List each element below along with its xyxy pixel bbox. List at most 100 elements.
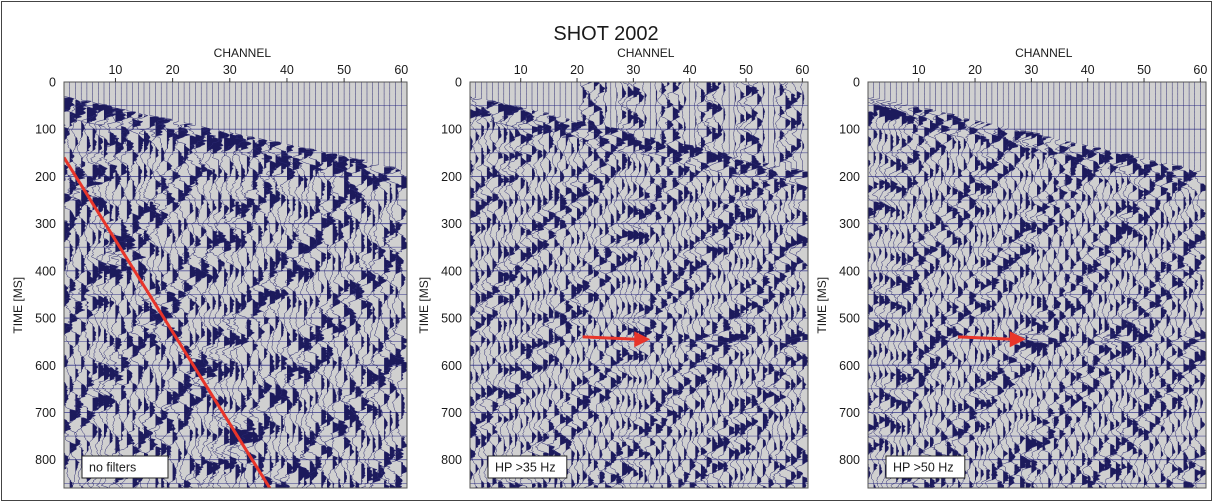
trace-49 xyxy=(329,82,351,488)
y-tick-label: 300 xyxy=(35,217,56,231)
trace-fill xyxy=(252,139,264,484)
trace-fill xyxy=(946,114,957,488)
trace-fill xyxy=(1189,169,1200,488)
x-tick-label: 10 xyxy=(912,63,926,77)
trace-fill xyxy=(684,82,694,486)
filter-label: HP >50 Hz xyxy=(893,461,954,475)
trace-fill xyxy=(1104,150,1114,488)
x-tick-label: 40 xyxy=(1081,63,1095,77)
trace-fill xyxy=(92,103,104,472)
trace-fill xyxy=(401,175,407,477)
y-tick-label: 100 xyxy=(35,123,56,137)
trace-57 xyxy=(371,82,396,488)
y-tick-label: 800 xyxy=(839,453,860,467)
trace-fill xyxy=(161,119,173,488)
trace-37 xyxy=(664,82,684,488)
trace-53 xyxy=(351,82,372,488)
trace-fill xyxy=(774,85,782,472)
trace-fill xyxy=(1070,143,1079,486)
trace-3 xyxy=(66,82,88,488)
trace-44 xyxy=(299,82,319,488)
trace-fill xyxy=(695,90,704,483)
trace-25 xyxy=(992,82,1013,488)
trace-38 xyxy=(265,82,287,488)
trace-fill xyxy=(757,82,767,486)
trace-fill xyxy=(1138,166,1149,484)
trace-7 xyxy=(87,82,108,488)
trace-fill xyxy=(1144,164,1154,488)
trace-45 xyxy=(708,82,733,488)
trace-26 xyxy=(192,82,220,488)
trace-fill xyxy=(678,82,687,488)
trace-48 xyxy=(723,82,748,488)
trace-12 xyxy=(522,82,540,488)
trace-45 xyxy=(1102,82,1126,488)
trace-fill xyxy=(627,84,638,476)
reflector-arrow-shaft xyxy=(582,335,637,341)
trace-fill xyxy=(616,91,626,486)
x-tick-label: 30 xyxy=(223,63,237,77)
trace-13 xyxy=(120,82,147,488)
trace-40 xyxy=(1078,82,1098,488)
trace-fill xyxy=(327,154,338,488)
x-axis-label: CHANNEL xyxy=(214,46,272,60)
trace-47 xyxy=(719,82,741,488)
trace-15 xyxy=(937,82,958,488)
x-tick-label: 60 xyxy=(394,63,408,77)
y-tick-label: 0 xyxy=(49,76,56,90)
trace-15 xyxy=(131,82,153,488)
y-tick-label: 800 xyxy=(35,453,56,467)
trace-28 xyxy=(612,82,632,488)
x-tick-label: 60 xyxy=(795,63,809,77)
trace-55 xyxy=(361,82,383,488)
y-tick-label: 100 xyxy=(441,123,462,137)
trace-41 xyxy=(281,82,304,488)
trace-fill xyxy=(184,124,193,488)
trace-fill xyxy=(884,106,895,480)
trace-11 xyxy=(105,82,135,488)
trace-fill xyxy=(582,86,591,485)
trace-fill xyxy=(751,86,762,477)
trace-41 xyxy=(1084,82,1102,488)
trace-26 xyxy=(1000,82,1019,488)
trace-54 xyxy=(1159,82,1177,488)
trace-12 xyxy=(111,82,137,488)
trace-57 xyxy=(1176,82,1194,488)
trace-18 xyxy=(555,82,576,488)
y-tick-label: 500 xyxy=(35,312,56,326)
y-tick-label: 300 xyxy=(441,217,462,231)
trace-49 xyxy=(1128,82,1149,488)
trace-fill xyxy=(195,134,210,479)
trace-31 xyxy=(1022,82,1050,488)
trace-7 xyxy=(494,82,514,488)
trace-33 xyxy=(1038,82,1058,488)
trace-10 xyxy=(105,82,131,488)
x-tick-label: 20 xyxy=(968,63,982,77)
trace-19 xyxy=(562,82,582,488)
trace-55 xyxy=(1162,82,1183,488)
trace-29 xyxy=(1017,82,1034,488)
trace-fill xyxy=(873,104,883,488)
trace-51 xyxy=(742,82,762,488)
trace-43 xyxy=(698,82,717,488)
trace-fill xyxy=(890,108,901,480)
trace-23 xyxy=(179,82,204,488)
trace-fill xyxy=(1076,154,1085,477)
trace-fill xyxy=(1020,131,1030,488)
trace-33 xyxy=(640,82,659,488)
trace-20 xyxy=(566,82,588,488)
trace-6 xyxy=(489,82,509,488)
trace-28 xyxy=(207,82,230,488)
filter-label-box xyxy=(487,455,568,479)
y-tick-label: 400 xyxy=(35,264,56,278)
x-tick-label: 50 xyxy=(739,63,753,77)
trace-fill xyxy=(975,121,983,482)
y-tick-label: 0 xyxy=(455,76,462,90)
trace-9 xyxy=(97,82,122,488)
trace-13 xyxy=(927,82,945,488)
y-tick-label: 700 xyxy=(35,406,56,420)
trace-53 xyxy=(1152,82,1169,488)
y-tick-label: 500 xyxy=(839,312,860,326)
panel-1: 10 20 30 40 50 60 CHANNEL 0 100 200 300 400 500 600 70… xyxy=(11,46,408,489)
